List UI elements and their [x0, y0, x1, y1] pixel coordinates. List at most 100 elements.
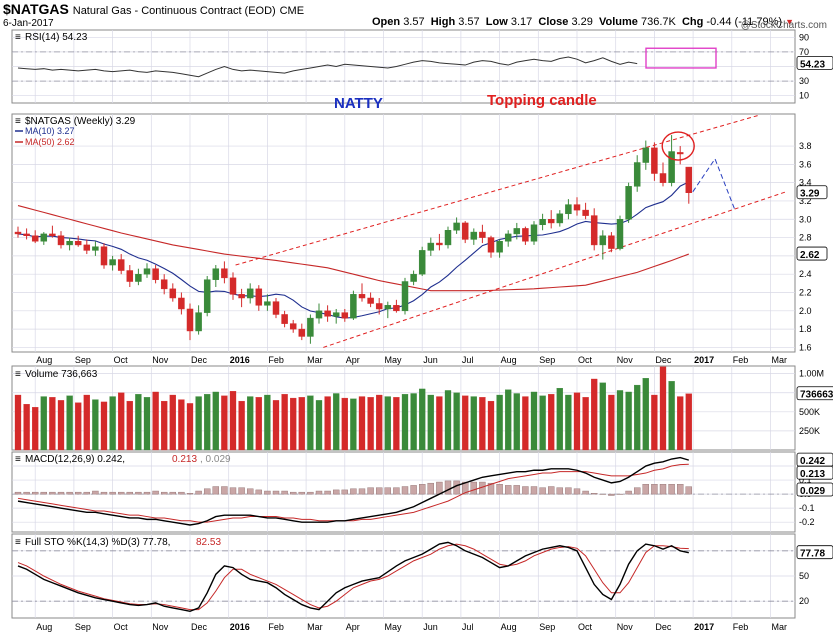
sto-last-tag-box [796, 545, 833, 560]
price-ytick: 2.0 [799, 306, 812, 316]
volume-bar [582, 397, 589, 451]
candle-body [461, 222, 469, 240]
macd-hist-bar [298, 491, 305, 495]
volume-bar [118, 392, 125, 451]
candle-body [522, 228, 529, 242]
volume-bar [57, 400, 65, 451]
macd-hist-bar [677, 484, 684, 495]
chart-header: $NATGAS Natural Gas - Continuous Contrac… [0, 0, 833, 31]
price-xtick: Oct [578, 355, 593, 365]
volume-bar [384, 396, 391, 451]
candle-body [565, 204, 572, 215]
volume-bar [49, 397, 56, 451]
volume-bar [556, 387, 563, 451]
volume-label: Volume 736,663 [25, 369, 98, 380]
sto-xtick: Dec [191, 622, 208, 632]
macd-hist-bar [23, 491, 30, 495]
sto-xtick: Feb [733, 622, 749, 632]
candle-body [23, 233, 30, 236]
macd-hist-bar [436, 481, 443, 495]
price-xtick: Mar [307, 355, 323, 365]
volume-bar [152, 391, 159, 451]
sto-ytick: 50 [799, 571, 809, 581]
macd-hist-bar [281, 490, 288, 495]
candle-body [573, 204, 581, 211]
macd-hist-value: , 0.029 [200, 454, 231, 465]
macd-hist-bar [195, 490, 202, 495]
volume-bar [479, 397, 486, 451]
macd-hist-bar [212, 486, 220, 495]
volume-bar [367, 397, 374, 451]
price-xtick: Dec [191, 355, 208, 365]
volume-bar [625, 391, 632, 451]
price-xtick: Feb [268, 355, 284, 365]
macd-hist-bar [272, 490, 280, 495]
macd-hist-bar [444, 480, 452, 495]
volume-bar [522, 396, 529, 451]
candle-body [436, 242, 443, 246]
price-ytick: 1.8 [799, 324, 812, 334]
candle-body [685, 166, 693, 193]
candle-body [178, 297, 185, 310]
candle-body [255, 288, 263, 306]
volume-bar [247, 396, 254, 451]
price-xtick: Sep [539, 355, 555, 365]
volume-last-tag-box [796, 386, 833, 401]
candle-body [633, 162, 641, 187]
volume-bar [333, 393, 340, 451]
candle-body [642, 147, 650, 163]
macd-hist-bar [350, 488, 357, 495]
candle-body [221, 268, 228, 279]
macd-hist-bar [487, 482, 495, 495]
macd-hist-bar [324, 490, 331, 495]
volume-bar [565, 394, 572, 451]
rsi-ytick: 10 [799, 91, 809, 101]
volume-bar [659, 366, 667, 451]
volume-bar [264, 394, 271, 451]
volume-bar [238, 400, 245, 451]
macd-signal-tag-box [796, 465, 833, 480]
candle-body [341, 312, 349, 319]
candle-body [410, 273, 417, 282]
macd-hist-bar [203, 488, 211, 495]
down-arrow-icon: ▼ [785, 17, 795, 27]
close-value: 3.29 [571, 16, 593, 28]
natty-annotation: NATTY [334, 95, 383, 112]
candle-body [298, 328, 306, 337]
candle-body [547, 219, 555, 224]
macd-hist-bar [143, 491, 151, 495]
candle-body [92, 246, 99, 251]
candle-body [616, 219, 624, 249]
macd-hist-bar [238, 487, 245, 495]
vol-ytick: 250K [799, 426, 820, 436]
candle-body [590, 215, 598, 246]
macd-hist-bar [14, 491, 22, 495]
price-ytick: 3.8 [799, 141, 812, 151]
price-xtick: Jun [423, 355, 438, 365]
volume-bar [143, 397, 151, 451]
macd-ytick: -0.2 [799, 517, 815, 527]
price-ytick: 3.0 [799, 214, 812, 224]
sto-xtick: 2016 [230, 622, 250, 632]
topping-candle-circle [661, 131, 695, 161]
macd-hist-bar [591, 493, 598, 495]
panel-price [11, 113, 796, 353]
price-last-tag-box [796, 185, 828, 200]
volume-bar [32, 407, 39, 451]
volume-bar [212, 391, 219, 451]
price-xtick: Jul [462, 355, 474, 365]
candle-body [40, 233, 48, 242]
macd-hist-bar [470, 481, 477, 495]
candle-body [186, 308, 194, 332]
vol-menu-icon: ≡ [15, 369, 21, 380]
macd-hist-bar [246, 488, 254, 495]
volume-bar [376, 394, 383, 451]
macd-ytick: 0.1 [799, 475, 812, 485]
macd-hist-bar [290, 491, 297, 495]
price-xtick: Feb [733, 355, 749, 365]
macd-ytick: -0.1 [799, 503, 815, 513]
price-ytick: 3.4 [799, 178, 812, 188]
candle-body [49, 233, 56, 236]
macd-hist-bar [66, 491, 73, 495]
sto-k-line [17, 541, 689, 613]
